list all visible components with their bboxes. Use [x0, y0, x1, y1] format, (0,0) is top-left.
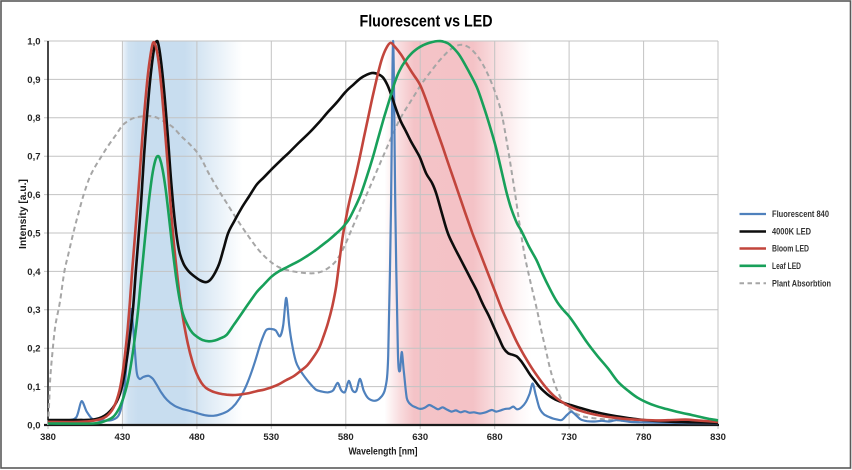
- svg-text:380: 380: [40, 432, 56, 443]
- svg-text:430: 430: [114, 432, 130, 443]
- svg-text:680: 680: [487, 432, 503, 443]
- svg-text:1,0: 1,0: [27, 36, 40, 47]
- svg-text:730: 730: [561, 432, 577, 443]
- svg-text:Leaf LED: Leaf LED: [772, 261, 801, 271]
- svg-text:580: 580: [338, 432, 354, 443]
- svg-text:0,4: 0,4: [27, 267, 41, 278]
- svg-text:780: 780: [636, 432, 652, 443]
- svg-text:Plant Absorbtion: Plant Absorbtion: [772, 278, 831, 288]
- svg-text:0,9: 0,9: [27, 75, 40, 86]
- svg-text:0,3: 0,3: [27, 305, 40, 316]
- svg-text:4000K LED: 4000K LED: [772, 227, 811, 237]
- svg-text:0,8: 0,8: [27, 113, 40, 124]
- svg-text:0,7: 0,7: [27, 152, 40, 163]
- svg-text:Fluorescent vs LED: Fluorescent vs LED: [360, 12, 493, 31]
- svg-text:0,1: 0,1: [27, 382, 41, 393]
- svg-text:480: 480: [189, 432, 205, 443]
- svg-text:Intensity [a.u.]: Intensity [a.u.]: [18, 179, 29, 249]
- svg-text:530: 530: [263, 432, 279, 443]
- svg-text:0,5: 0,5: [27, 228, 41, 239]
- svg-text:Bloom LED: Bloom LED: [772, 244, 809, 254]
- svg-text:0,2: 0,2: [27, 344, 40, 355]
- svg-text:Wavelength [nm]: Wavelength [nm]: [349, 447, 418, 458]
- svg-text:0,6: 0,6: [27, 190, 40, 201]
- svg-text:830: 830: [710, 432, 726, 443]
- svg-text:0,0: 0,0: [27, 420, 40, 431]
- svg-text:630: 630: [412, 432, 428, 443]
- svg-text:Fluorescent 840: Fluorescent 840: [772, 209, 829, 219]
